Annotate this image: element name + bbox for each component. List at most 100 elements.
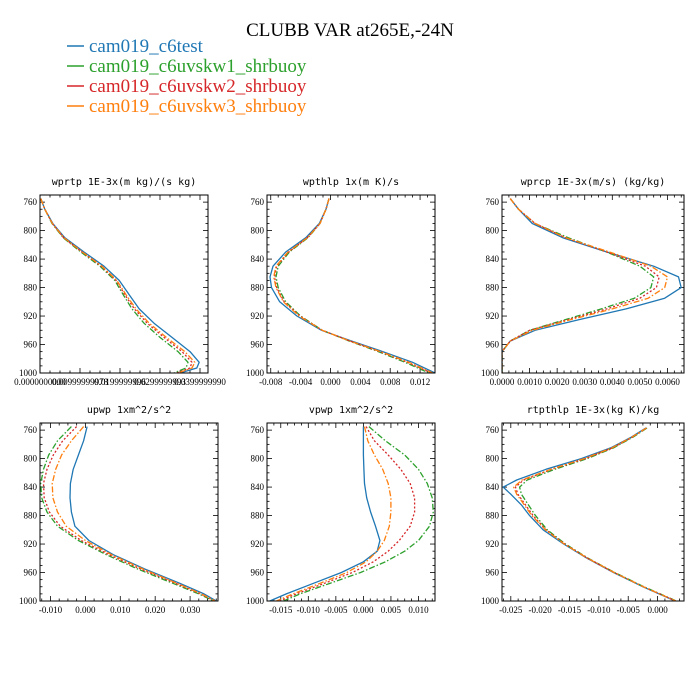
y-tick-label: 800 <box>486 226 500 236</box>
panel-title: vpwp 1xm^2/s^2 <box>309 405 393 416</box>
panel-1: wprtp 1E-3x(m kg)/(s kg) 760 800 840 880 920 9… <box>14 177 226 387</box>
y-tick-label: 800 <box>24 454 38 464</box>
panel-title: wpthlp 1x(m K)/s <box>303 177 399 188</box>
x-tick-label: 0.008 <box>380 377 401 387</box>
legend-label: cam019_c6uvskw3_shrbuoy <box>89 96 307 117</box>
y-tick-label: 800 <box>251 454 265 464</box>
x-tick-label: 0.00999999978 <box>52 377 109 387</box>
x-tick-label: -0.005 <box>617 605 641 615</box>
y-tick-label: 840 <box>251 254 265 264</box>
panel-2: wpthlp 1x(m K)/s7608008408809209601000-0… <box>246 177 436 387</box>
y-tick-label: 1000 <box>246 368 265 378</box>
x-tick-label: 0.0020 <box>545 377 570 387</box>
x-tick-label: 0.004 <box>350 377 371 387</box>
panel-title: wprtp 1E-3x(m kg)/(s kg) <box>52 177 197 188</box>
x-tick-label: -0.010 <box>39 605 63 615</box>
y-tick-label: 760 <box>251 197 265 207</box>
y-tick-label: 840 <box>24 254 38 264</box>
panel-title: upwp 1xm^2/s^2 <box>87 405 171 416</box>
series-line <box>502 427 676 601</box>
legend: cam019_c6testcam019_c6uvskw1_shrbuoycam0… <box>67 36 307 117</box>
panel-4: upwp 1xm^2/s^2 760 800 840 880 920 960 1000-0.0… <box>19 405 219 615</box>
plot-frame <box>266 194 436 374</box>
y-tick-label: 760 <box>486 425 500 435</box>
plot-frame <box>501 422 685 602</box>
y-tick-label: 1000 <box>19 368 38 378</box>
y-tick-label: 800 <box>24 226 38 236</box>
x-tick-label: 0.0010 <box>517 377 542 387</box>
x-tick-label: -0.004 <box>289 377 313 387</box>
series-line <box>502 198 669 373</box>
y-tick-label: 800 <box>251 226 265 236</box>
y-tick-label: 880 <box>251 283 265 293</box>
y-tick-label: 960 <box>24 568 38 578</box>
y-tick-label: 1000 <box>481 368 500 378</box>
x-tick-label: 0.000 <box>75 605 96 615</box>
y-tick-label: 920 <box>24 539 38 549</box>
series-line <box>273 198 434 373</box>
series-line <box>40 198 193 373</box>
x-tick-label: 0.000 <box>647 605 668 615</box>
panel-title: wprcp 1E-3x(m/s) (kg/kg) <box>521 177 666 188</box>
x-tick-label: -0.015 <box>269 605 293 615</box>
y-tick-label: 960 <box>24 340 38 350</box>
y-tick-label: 920 <box>486 311 500 321</box>
panels: wprtp 1E-3x(m kg)/(s kg) 760 800 840 880 920 9… <box>14 177 685 615</box>
x-tick-label: 0.0050 <box>628 377 653 387</box>
series-line <box>279 426 416 601</box>
legend-label: cam019_c6uvskw1_shrbuoy <box>89 56 307 77</box>
figure-title: CLUBB VAR at265E,-24N <box>246 20 454 41</box>
series-line <box>40 426 215 601</box>
x-tick-label: 0.020 <box>145 605 166 615</box>
y-tick-label: 760 <box>24 425 38 435</box>
x-tick-label: 0.0060 <box>655 377 680 387</box>
series-line <box>518 427 677 601</box>
y-tick-label: 920 <box>251 311 265 321</box>
series-line <box>269 198 435 373</box>
plot-frame <box>39 194 209 374</box>
x-tick-label: -0.020 <box>529 605 553 615</box>
y-tick-label: 920 <box>24 311 38 321</box>
y-tick-label: 1000 <box>481 596 500 606</box>
legend-label: cam019_c6uvskw2_shrbuoy <box>89 76 307 97</box>
panel-5: vpwp 1xm^2/s^2 760 800 840 880 920 960 1000 -0.0… <box>246 405 436 615</box>
plot-frame <box>501 194 685 374</box>
series-line <box>502 198 660 373</box>
legend-label: cam019_c6test <box>89 36 204 57</box>
series-line <box>276 426 392 601</box>
y-tick-label: 960 <box>486 340 500 350</box>
y-tick-label: 800 <box>486 454 500 464</box>
x-tick-label: 0.0030 <box>572 377 597 387</box>
x-tick-label: 0.000 <box>353 605 374 615</box>
y-tick-label: 960 <box>251 568 265 578</box>
x-tick-label: 0.0199999996 <box>94 377 146 387</box>
x-tick-label: 0.030 <box>180 605 201 615</box>
y-tick-label: 960 <box>486 568 500 578</box>
x-tick-label: 0.0000000000 <box>14 377 66 387</box>
y-tick-label: 880 <box>486 511 500 521</box>
y-tick-label: 760 <box>24 197 38 207</box>
x-tick-label: -0.010 <box>587 605 611 615</box>
series-line <box>502 198 682 373</box>
series-line <box>40 198 196 373</box>
y-tick-label: 840 <box>24 482 38 492</box>
y-tick-label: 1000 <box>19 596 38 606</box>
series-line <box>69 426 217 601</box>
x-tick-label: 0.010 <box>110 605 131 615</box>
series-line <box>275 198 430 373</box>
y-tick-label: 760 <box>251 425 265 435</box>
series-line <box>42 426 215 601</box>
x-tick-label: 0.0399999990 <box>174 377 226 387</box>
plot-frame <box>39 422 219 602</box>
x-tick-label: 0.010 <box>408 605 429 615</box>
series-line <box>40 198 189 373</box>
y-tick-label: 1000 <box>246 596 265 606</box>
x-tick-label: 0.000 <box>320 377 341 387</box>
plot-frame <box>266 422 436 602</box>
series-line <box>283 426 434 601</box>
y-tick-label: 760 <box>486 197 500 207</box>
series-line <box>273 198 432 373</box>
panel-title: rtpthlp 1E-3x(kg K)/kg <box>527 405 659 416</box>
panel-6: rtpthlp 1E-3x(kg K)/kg 760 800 840 880 920 960… <box>481 405 685 615</box>
